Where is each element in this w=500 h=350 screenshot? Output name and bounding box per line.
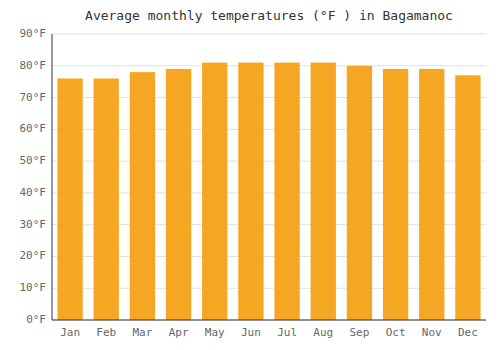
y-tick-label: 60°F	[20, 122, 47, 135]
x-tick-label: Jan	[60, 326, 80, 339]
bar	[166, 69, 191, 320]
x-tick-label: Sep	[349, 326, 369, 339]
x-tick-label: Mar	[132, 326, 152, 339]
x-tick-label: Oct	[386, 326, 406, 339]
y-tick-label: 80°F	[20, 59, 47, 72]
x-tick-label: Apr	[169, 326, 189, 339]
x-tick-label: Aug	[313, 326, 333, 339]
bar	[94, 78, 119, 320]
bar	[202, 63, 227, 320]
y-tick-label: 70°F	[20, 91, 47, 104]
y-tick-label: 30°F	[20, 218, 47, 231]
grid-line	[52, 320, 486, 321]
y-tick-labels: 0°F 10°F 20°F 30°F 40°F 50°F 60°F 70°F 80°F 90°F	[20, 27, 47, 326]
y-tick-label: 40°F	[20, 186, 47, 199]
y-tick-label: 10°F	[20, 281, 47, 294]
bars	[57, 63, 480, 320]
grid-line	[52, 65, 486, 66]
bar	[238, 63, 263, 320]
bar	[57, 78, 82, 320]
bar	[383, 69, 408, 320]
chart-container: 0°F 10°F 20°F 30°F 40°F 50°F 60°F 70°F 80°F 90°F J…	[0, 0, 500, 350]
x-tick-label: Feb	[96, 326, 116, 339]
title: Average monthly temperatures (°F ) in Ba…	[85, 8, 453, 23]
y-grid	[52, 34, 486, 320]
x-tick-label: Nov	[422, 326, 442, 339]
x-tick-label: May	[205, 326, 225, 339]
bar	[347, 66, 372, 320]
chart: 0°F 10°F 20°F 30°F 40°F 50°F 60°F 70°F 80°F 90°F J…	[0, 0, 500, 350]
bar	[274, 63, 299, 320]
y-tick-label: 0°F	[26, 313, 46, 326]
x-tick-label: Jul	[277, 326, 297, 339]
x-tick-label: Dec	[458, 326, 478, 339]
bar	[455, 75, 480, 320]
y-tick-label: 50°F	[20, 154, 47, 167]
x-axis-line	[52, 320, 486, 321]
x-tick-label: Jun	[241, 326, 261, 339]
grid-line	[52, 34, 486, 35]
bar	[130, 72, 155, 320]
y-tick-label: 20°F	[20, 249, 47, 262]
y-axis-line	[52, 34, 53, 320]
bar	[419, 69, 444, 320]
y-tick-label: 90°F	[20, 27, 47, 40]
x-tick-labels: Jan Feb Mar Apr May Jun Jul Aug Sep Oct Nov Dec	[60, 326, 478, 339]
bar	[311, 63, 336, 320]
